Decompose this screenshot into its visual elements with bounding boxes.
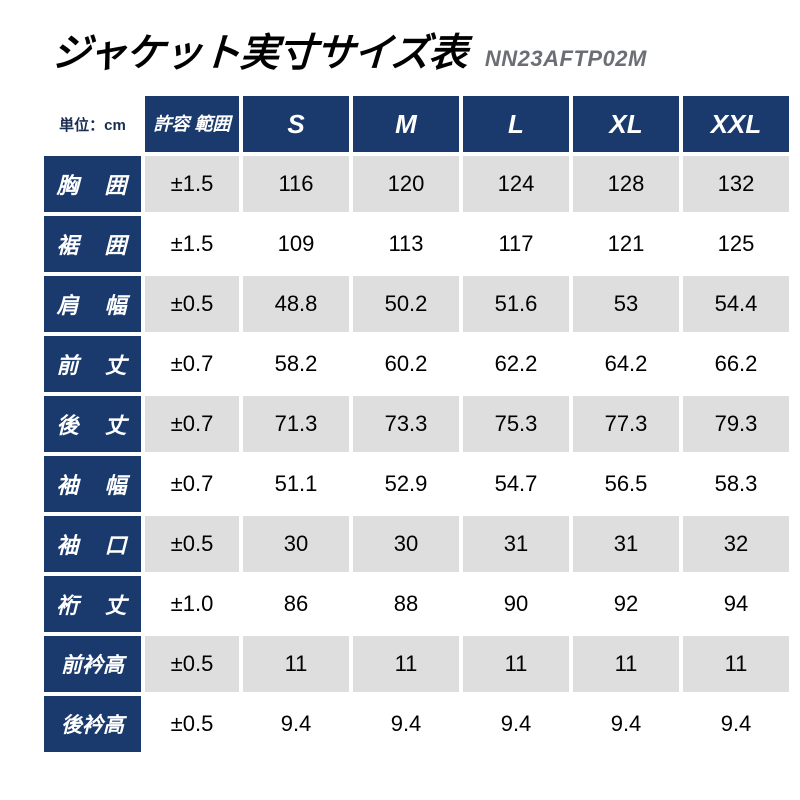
data-cell: 124 (463, 156, 569, 212)
data-cell: 88 (353, 576, 459, 632)
table-row: 袖 口±0.53030313132 (44, 516, 789, 572)
data-cell: 113 (353, 216, 459, 272)
table-row: 裾 囲±1.5109113117121125 (44, 216, 789, 272)
table-row: 肩 幅±0.548.850.251.65354.4 (44, 276, 789, 332)
data-cell: 53 (573, 276, 679, 332)
data-cell: 11 (353, 636, 459, 692)
tolerance-cell: ±1.0 (145, 576, 239, 632)
tolerance-header: 許容 範囲 (145, 96, 239, 152)
chart-title: ジャケット実寸サイズ表 (51, 22, 469, 78)
table-row: 胸 囲±1.5116120124128132 (44, 156, 789, 212)
data-cell: 71.3 (243, 396, 349, 452)
data-cell: 9.4 (463, 696, 569, 752)
product-code: NN23AFTP02M (485, 46, 647, 72)
chart-header: ジャケット実寸サイズ表 NN23AFTP02M (40, 22, 760, 78)
data-cell: 125 (683, 216, 789, 272)
row-label: 前 丈 (44, 336, 141, 392)
size-table: 単位：cm 許容 範囲 S M L XL XXL 胸 囲±1.511612012… (40, 92, 793, 756)
data-cell: 51.1 (243, 456, 349, 512)
data-cell: 60.2 (353, 336, 459, 392)
data-cell: 90 (463, 576, 569, 632)
data-cell: 9.4 (353, 696, 459, 752)
data-cell: 132 (683, 156, 789, 212)
tolerance-cell: ±0.5 (145, 276, 239, 332)
row-label: 肩 幅 (44, 276, 141, 332)
table-row: 裄 丈±1.08688909294 (44, 576, 789, 632)
data-cell: 54.4 (683, 276, 789, 332)
data-cell: 116 (243, 156, 349, 212)
size-header-s: S (243, 96, 349, 152)
data-cell: 109 (243, 216, 349, 272)
data-cell: 86 (243, 576, 349, 632)
data-cell: 117 (463, 216, 569, 272)
tolerance-cell: ±1.5 (145, 216, 239, 272)
data-cell: 66.2 (683, 336, 789, 392)
data-cell: 52.9 (353, 456, 459, 512)
data-cell: 75.3 (463, 396, 569, 452)
row-label: 袖 幅 (44, 456, 141, 512)
data-cell: 30 (353, 516, 459, 572)
row-label: 袖 口 (44, 516, 141, 572)
tolerance-cell: ±0.7 (145, 336, 239, 392)
data-cell: 31 (463, 516, 569, 572)
size-header-m: M (353, 96, 459, 152)
data-cell: 64.2 (573, 336, 679, 392)
row-label: 裾 囲 (44, 216, 141, 272)
data-cell: 120 (353, 156, 459, 212)
data-cell: 48.8 (243, 276, 349, 332)
data-cell: 79.3 (683, 396, 789, 452)
data-cell: 128 (573, 156, 679, 212)
data-cell: 94 (683, 576, 789, 632)
tolerance-cell: ±0.7 (145, 456, 239, 512)
unit-label: 単位：cm (44, 96, 141, 152)
data-cell: 73.3 (353, 396, 459, 452)
data-cell: 9.4 (683, 696, 789, 752)
data-cell: 56.5 (573, 456, 679, 512)
data-cell: 58.2 (243, 336, 349, 392)
data-cell: 9.4 (573, 696, 679, 752)
size-header-l: L (463, 96, 569, 152)
size-header-xl: XL (573, 96, 679, 152)
data-cell: 11 (573, 636, 679, 692)
data-cell: 62.2 (463, 336, 569, 392)
data-cell: 31 (573, 516, 679, 572)
data-cell: 58.3 (683, 456, 789, 512)
data-cell: 32 (683, 516, 789, 572)
row-label: 後衿高 (44, 696, 141, 752)
data-cell: 92 (573, 576, 679, 632)
data-cell: 54.7 (463, 456, 569, 512)
row-label: 胸 囲 (44, 156, 141, 212)
data-cell: 50.2 (353, 276, 459, 332)
table-row: 後衿高±0.59.49.49.49.49.4 (44, 696, 789, 752)
tolerance-cell: ±1.5 (145, 156, 239, 212)
tolerance-cell: ±0.5 (145, 516, 239, 572)
size-header-xxl: XXL (683, 96, 789, 152)
data-cell: 11 (243, 636, 349, 692)
table-body: 胸 囲±1.5116120124128132裾 囲±1.510911311712… (44, 156, 789, 752)
row-label: 裄 丈 (44, 576, 141, 632)
data-cell: 11 (463, 636, 569, 692)
table-row: 後 丈±0.771.373.375.377.379.3 (44, 396, 789, 452)
row-label: 後 丈 (44, 396, 141, 452)
data-cell: 51.6 (463, 276, 569, 332)
table-row: 前衿高±0.51111111111 (44, 636, 789, 692)
data-cell: 77.3 (573, 396, 679, 452)
data-cell: 121 (573, 216, 679, 272)
table-header-row: 単位：cm 許容 範囲 S M L XL XXL (44, 96, 789, 152)
data-cell: 9.4 (243, 696, 349, 752)
row-label: 前衿高 (44, 636, 141, 692)
tolerance-cell: ±0.7 (145, 396, 239, 452)
tolerance-cell: ±0.5 (145, 696, 239, 752)
data-cell: 30 (243, 516, 349, 572)
table-row: 前 丈±0.758.260.262.264.266.2 (44, 336, 789, 392)
data-cell: 11 (683, 636, 789, 692)
table-row: 袖 幅±0.751.152.954.756.558.3 (44, 456, 789, 512)
tolerance-cell: ±0.5 (145, 636, 239, 692)
